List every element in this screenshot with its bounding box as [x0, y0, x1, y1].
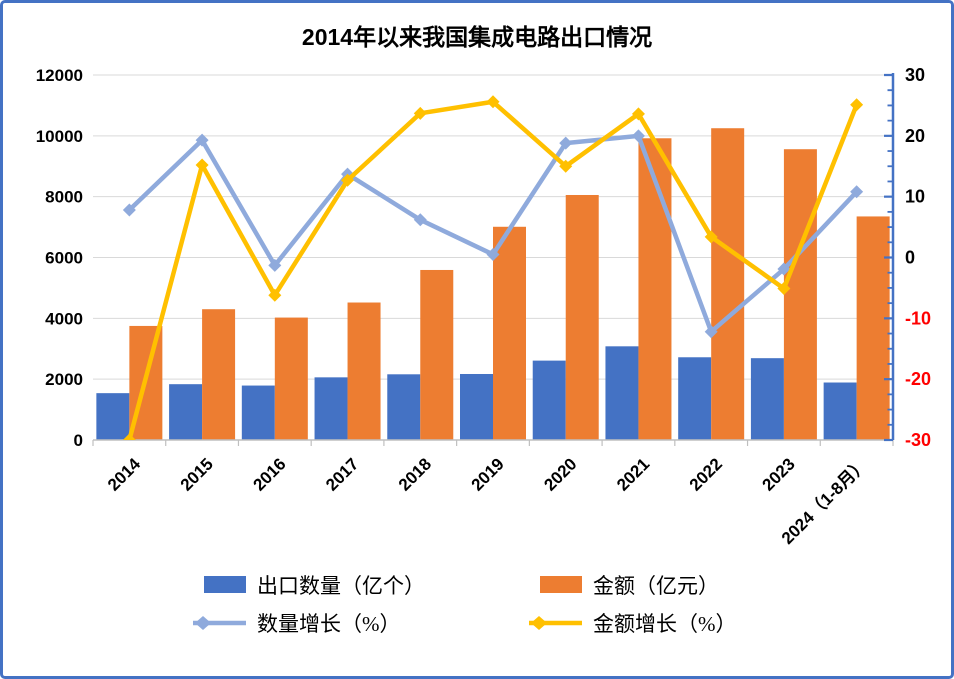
bar-export-quantity — [678, 357, 712, 440]
bar-export-quantity — [750, 358, 784, 440]
bar-series-export-quantity — [96, 346, 857, 440]
x-tick-label: 2017 — [322, 454, 362, 494]
bar-export-value — [493, 226, 526, 440]
bar-export-quantity — [314, 377, 348, 440]
quantity-growth-line-swatch-icon — [193, 615, 246, 630]
export-value-swatch-icon — [540, 576, 582, 593]
marker-quantity-growth — [195, 133, 209, 147]
y-right-tick-label: -30 — [905, 430, 931, 450]
legend-swatch-export-quantity — [190, 576, 248, 593]
marker-value-growth — [486, 95, 500, 109]
export-quantity-swatch-icon — [204, 576, 246, 593]
right-axis-labels: -30 -20 -10 0 10 20 30 — [905, 65, 931, 450]
bar-export-quantity — [96, 393, 130, 440]
legend-item-value-growth: 金额增长（%） — [526, 605, 862, 640]
legend-item-export-quantity: 出口数量（亿个） — [190, 567, 526, 602]
right-axis — [884, 73, 895, 442]
marker-quantity-growth — [559, 136, 573, 150]
line-series-value-growth — [122, 95, 864, 440]
marker-value-growth — [559, 159, 573, 173]
x-tick-label: 2019 — [468, 454, 508, 494]
bar-export-quantity — [823, 382, 857, 440]
bar-export-value — [711, 128, 745, 440]
marker-value-growth — [850, 98, 864, 112]
marker-value-growth — [704, 230, 718, 244]
bar-export-value — [783, 149, 817, 440]
legend-item-export-value: 金额（亿元） — [526, 567, 862, 602]
x-tick-label: 2015 — [177, 454, 217, 494]
x-axis-labels: 2014 2015 2016 2017 2018 2019 2020 2021 2022 2023… — [104, 454, 871, 548]
y-left-tick-label: 10000 — [36, 127, 83, 146]
marker-quantity-growth — [413, 213, 427, 227]
marker-value-growth — [631, 107, 645, 121]
bar-export-value — [347, 302, 381, 440]
marker-value-growth — [341, 173, 355, 187]
legend-swatch-value-growth — [526, 615, 584, 631]
y-right-tick-label: 20 — [905, 126, 925, 146]
marker-quantity-growth — [850, 185, 864, 199]
bar-export-value — [274, 317, 308, 440]
marker-value-growth — [195, 158, 209, 172]
y-right-tick-label: 0 — [905, 248, 915, 268]
marker-value-growth — [413, 106, 427, 120]
legend-swatch-quantity-growth — [190, 615, 248, 631]
x-tick-label: 2014 — [104, 454, 145, 495]
marker-quantity-growth — [777, 262, 791, 276]
y-left-tick-label: 12000 — [36, 66, 83, 85]
value-growth-line-swatch-icon — [529, 615, 582, 630]
marker-quantity-growth — [268, 258, 282, 272]
bar-export-value — [202, 309, 236, 440]
bar-export-quantity — [387, 374, 421, 440]
marker-quantity-growth — [631, 129, 645, 143]
bar-export-value — [565, 194, 599, 440]
y-left-tick-label: 8000 — [45, 188, 83, 207]
marker-value-growth — [777, 282, 791, 296]
legend-label-value-growth: 金额增长（%） — [593, 611, 737, 636]
legend-label-export-quantity: 出口数量（亿个） — [257, 573, 425, 598]
bar-export-value — [420, 269, 454, 440]
y-left-tick-label: 4000 — [45, 309, 83, 328]
x-tick-label: 2022 — [686, 454, 726, 494]
y-right-tick-label: -20 — [905, 369, 931, 389]
marker-value-growth — [122, 433, 136, 440]
bar-series-export-value — [129, 128, 890, 440]
x-tick-label: 2018 — [395, 454, 435, 494]
legend-label-quantity-growth: 数量增长（%） — [257, 611, 401, 636]
legend-item-quantity-growth: 数量增长（%） — [190, 605, 526, 640]
x-axis — [92, 439, 894, 446]
bar-export-quantity — [169, 384, 203, 440]
x-tick-label: 2023 — [759, 454, 799, 494]
bar-export-quantity — [241, 385, 275, 440]
marker-quantity-growth — [704, 325, 718, 339]
legend-swatch-export-value — [526, 576, 584, 593]
x-tick-label: 2020 — [540, 454, 580, 494]
y-right-tick-label: 10 — [905, 187, 925, 207]
y-right-tick-label: 30 — [905, 65, 925, 85]
marker-value-growth — [268, 288, 282, 302]
bar-export-quantity — [532, 360, 566, 440]
legend-label-export-value: 金额（亿元） — [593, 573, 719, 598]
y-left-tick-label: 0 — [74, 431, 83, 450]
chart-title: 2014年以来我国集成电路出口情况 — [301, 24, 653, 50]
left-axis-labels: 0 2000 4000 6000 8000 10000 12000 — [36, 66, 83, 450]
combo-chart-plot: 0 2000 4000 6000 8000 10000 12000 -30 -20 -10 0 10 2… — [36, 65, 931, 548]
chart-legend: 出口数量（亿个） 金额（亿元） 数量增长（%） 金额增长（%） — [190, 567, 862, 640]
x-tick-label: 2021 — [613, 454, 653, 494]
marker-quantity-growth — [122, 203, 136, 217]
bar-export-quantity — [605, 346, 639, 440]
y-right-tick-label: -10 — [905, 308, 931, 328]
bar-export-quantity — [460, 373, 493, 440]
marker-quantity-growth — [486, 247, 500, 261]
y-left-tick-label: 6000 — [45, 249, 83, 268]
bar-export-value — [856, 216, 890, 440]
y-left-tick-label: 2000 — [45, 370, 83, 389]
x-tick-label: 2016 — [249, 454, 289, 494]
bar-export-value — [638, 138, 672, 440]
